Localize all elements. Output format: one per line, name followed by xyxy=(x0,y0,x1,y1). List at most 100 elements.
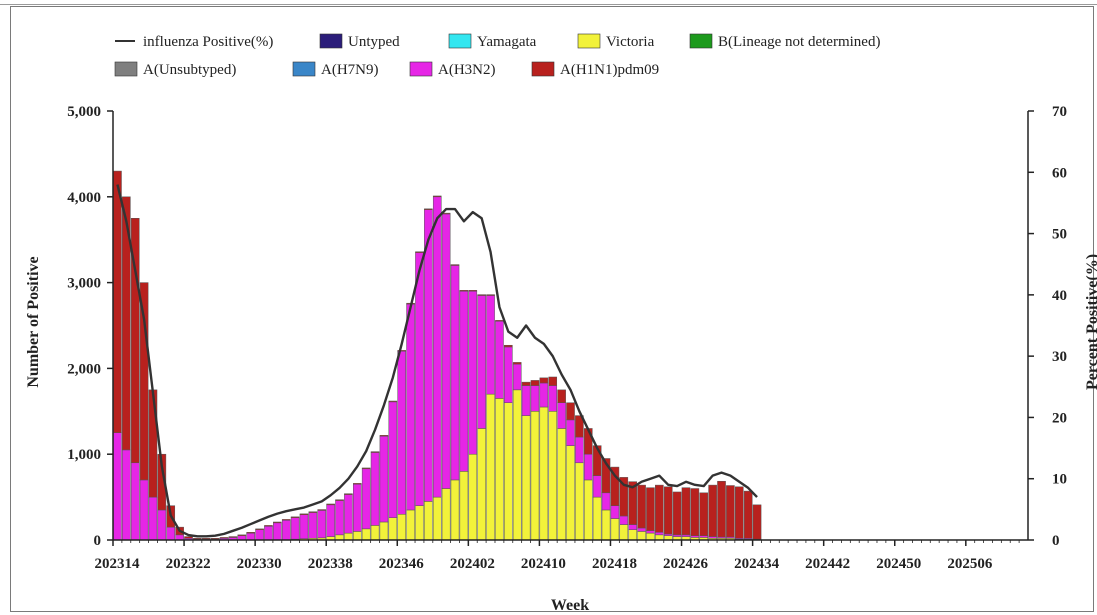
bar-segment xyxy=(752,504,762,540)
legend-item: influenza Positive(%) xyxy=(115,34,273,50)
bar-segment xyxy=(459,471,469,541)
bar-segment xyxy=(193,538,202,540)
bar-segment xyxy=(504,346,513,403)
bar-segment xyxy=(361,468,371,530)
x-tick-label: 202338 xyxy=(308,556,353,572)
bar-segment xyxy=(575,415,584,438)
bar-segment xyxy=(548,385,558,412)
bar-segment xyxy=(708,484,717,537)
y2-tick-label: 50 xyxy=(1052,227,1067,243)
bar-segment xyxy=(521,385,531,416)
bar-segment xyxy=(726,485,735,538)
bar-segment xyxy=(592,496,602,541)
x-tick-label: 202450 xyxy=(876,556,921,572)
x-tick-label: 202434 xyxy=(734,556,780,572)
bar-segment xyxy=(637,484,646,529)
bar-segment xyxy=(326,504,335,537)
bar-segment xyxy=(575,462,584,541)
bar-segment xyxy=(450,264,460,266)
legend-item: A(H1N1)pdm09 xyxy=(531,61,659,78)
bar-segment xyxy=(139,479,149,541)
bar-segment xyxy=(468,290,478,455)
bar-segment xyxy=(663,486,673,535)
bar-segment xyxy=(424,501,433,541)
y-tick-label: 5,000 xyxy=(67,104,101,120)
bar-segment xyxy=(699,535,709,538)
bar-segment xyxy=(610,505,620,519)
bar-segment xyxy=(184,536,193,539)
bar-segment xyxy=(406,509,415,541)
bar-segment xyxy=(353,483,362,485)
x-tick-label: 202418 xyxy=(592,556,637,572)
bar-segment xyxy=(495,320,504,399)
bar-segment xyxy=(406,303,415,511)
bar-segment xyxy=(344,493,353,495)
bar-segment xyxy=(619,524,629,541)
bar-segment xyxy=(486,295,495,395)
bar-segment xyxy=(246,532,255,541)
y-tick-label: 0 xyxy=(94,533,102,549)
bar-segment xyxy=(397,350,407,515)
legend-item: A(H3N2) xyxy=(409,61,496,78)
bar-segment xyxy=(690,535,700,538)
bar-segment xyxy=(628,524,637,530)
bar-segment xyxy=(273,521,282,524)
legend-swatch xyxy=(689,33,713,49)
bar-segment xyxy=(441,488,451,541)
y2-tick-label: 60 xyxy=(1052,165,1067,181)
bar-segment xyxy=(450,479,460,541)
bar-segment xyxy=(299,513,309,515)
legend-item: A(H7N9) xyxy=(292,61,379,78)
y-axis-title: Number of Positive xyxy=(25,256,42,387)
y2-tick-label: 0 xyxy=(1052,533,1060,549)
legend-label: influenza Positive(%) xyxy=(143,34,273,50)
top-border-line xyxy=(0,0,1097,5)
bar-segment xyxy=(353,531,362,541)
bar-segment xyxy=(512,362,522,365)
bar-segment xyxy=(477,294,486,296)
bar-segment xyxy=(717,480,726,538)
bar-segment xyxy=(264,526,273,541)
legend-swatch xyxy=(577,33,601,49)
bar-segment xyxy=(566,445,575,541)
bar-segment xyxy=(504,344,513,348)
bar-segment xyxy=(335,534,344,541)
bar-segment xyxy=(610,518,620,541)
bar-segment xyxy=(246,532,255,534)
x-tick-label: 202314 xyxy=(95,556,141,572)
bar-segment xyxy=(335,499,344,501)
bar-segment xyxy=(273,522,282,541)
y2-tick-label: 10 xyxy=(1052,472,1067,488)
bar-segment xyxy=(566,419,575,446)
bar-segment xyxy=(655,484,664,533)
bar-segment xyxy=(690,488,700,536)
legend-label: Untyped xyxy=(348,34,400,50)
bar-segment xyxy=(521,415,531,541)
bar-segment xyxy=(166,526,176,541)
legend-swatch xyxy=(319,33,343,49)
bar-segment xyxy=(743,490,753,539)
bar-segment xyxy=(290,516,300,518)
bar-segment xyxy=(681,534,691,537)
bar-segment xyxy=(264,525,273,527)
legend-item: Untyped xyxy=(319,33,400,50)
legend-label: B(Lineage not determined) xyxy=(718,34,880,50)
bar-segment xyxy=(459,290,469,292)
bar-segment xyxy=(379,435,389,523)
bar-segment xyxy=(308,511,318,513)
bar-segment xyxy=(663,533,673,536)
bar-segment xyxy=(708,536,717,539)
bar-segment xyxy=(583,453,593,481)
bar-segment xyxy=(672,534,682,537)
bar-segment xyxy=(575,436,584,464)
bar-segment xyxy=(370,452,380,526)
y-tick-label: 2,000 xyxy=(67,361,101,377)
legend-item: Yamagata xyxy=(448,33,537,50)
bar-segment xyxy=(734,486,744,539)
bar-segment xyxy=(397,514,407,541)
bar-segment xyxy=(255,529,264,541)
bar-segment xyxy=(113,432,122,541)
bar-segment xyxy=(592,475,602,498)
bar-segment xyxy=(672,491,682,536)
legend-label: Yamagata xyxy=(477,34,537,50)
